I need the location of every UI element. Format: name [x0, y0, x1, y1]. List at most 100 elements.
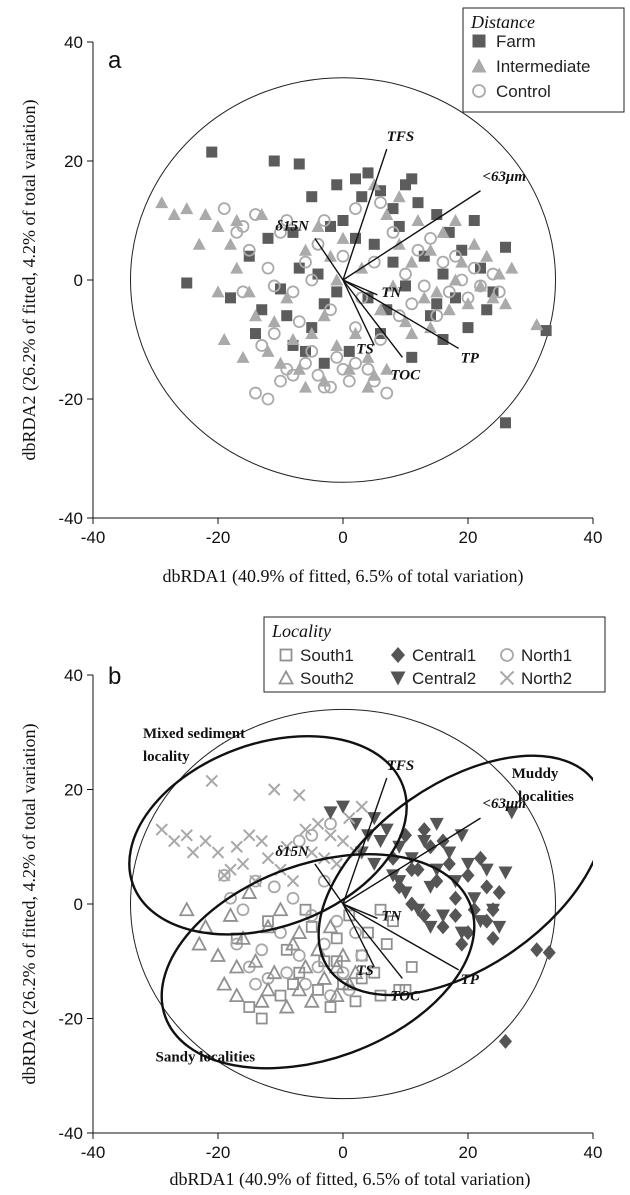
point-control	[249, 208, 262, 221]
y-tick-label: 40	[64, 33, 83, 52]
vector-63m-line	[342, 190, 481, 281]
point-north1	[311, 960, 325, 974]
y-tick-label: -20	[58, 390, 83, 409]
point-north2	[299, 823, 312, 836]
point-control	[324, 380, 337, 394]
point-control	[336, 249, 350, 263]
vector-label: TOC	[390, 367, 421, 383]
point-intermediate	[192, 237, 206, 250]
vector-TN-line	[342, 903, 378, 919]
point-intermediate	[230, 214, 244, 226]
point-farm	[318, 298, 330, 310]
point-central1	[486, 930, 500, 946]
point-control	[380, 386, 394, 400]
point-central2	[323, 806, 338, 820]
point-south1	[255, 1012, 268, 1025]
point-central1	[461, 867, 475, 883]
point-intermediate	[305, 327, 319, 340]
point-intermediate	[424, 243, 437, 256]
point-farm	[350, 232, 361, 244]
vector-15N-line	[314, 863, 344, 905]
point-central2	[442, 846, 457, 860]
point-south1	[405, 961, 418, 973]
point-control	[367, 255, 381, 269]
point-south1	[262, 915, 274, 928]
point-control	[474, 279, 487, 293]
point-intermediate	[286, 333, 300, 345]
point-central2	[373, 835, 388, 849]
point-intermediate	[436, 225, 450, 238]
legend-title: Locality	[271, 621, 331, 641]
point-control	[492, 285, 506, 299]
series-south2	[178, 884, 364, 1014]
point-control	[374, 333, 387, 346]
point-central2	[486, 903, 500, 917]
point-central1	[449, 890, 462, 906]
point-control	[442, 285, 456, 299]
x-axis-label: dbRDA1 (40.9% of fitted, 6.5% of total v…	[170, 1169, 531, 1190]
point-north2	[243, 829, 256, 842]
point-control	[267, 279, 281, 293]
point-north2	[336, 834, 350, 848]
legend-marker	[471, 58, 487, 73]
point-farm	[418, 250, 430, 262]
point-control	[236, 220, 250, 233]
point-north1	[217, 868, 231, 882]
point-south2	[272, 901, 289, 917]
point-south1	[305, 921, 318, 933]
legend-box	[263, 616, 606, 693]
point-south2	[247, 952, 264, 968]
point-control	[405, 297, 419, 311]
point-farm	[368, 238, 380, 250]
point-control	[255, 339, 269, 352]
series-control	[217, 196, 506, 406]
point-north2	[261, 851, 275, 865]
legend-marker	[472, 34, 486, 48]
point-central1	[455, 936, 469, 952]
region-label: Sandy localities	[156, 1049, 256, 1065]
x-tick-label: 20	[459, 528, 478, 547]
point-intermediate	[474, 279, 487, 292]
legend-box	[462, 7, 625, 113]
point-intermediate	[267, 315, 281, 328]
point-intermediate	[249, 309, 262, 322]
point-intermediate	[505, 261, 519, 274]
point-central2	[479, 863, 494, 877]
point-north2	[305, 846, 318, 859]
point-central2	[367, 857, 382, 871]
point-central2	[429, 817, 444, 831]
point-intermediate	[311, 219, 325, 232]
point-central1	[492, 885, 506, 901]
legend-item-label: North2	[521, 669, 572, 688]
point-control	[342, 374, 356, 388]
vector-label: <63μm	[483, 796, 527, 812]
point-intermediate	[361, 380, 375, 393]
point-farm	[500, 241, 511, 253]
point-central1	[542, 945, 556, 961]
point-intermediate	[224, 237, 237, 250]
x-axis-label: dbRDA1 (40.9% of fitted, 6.5% of total v…	[163, 566, 524, 587]
point-north1	[305, 828, 319, 842]
point-control	[349, 202, 362, 216]
point-north1	[355, 949, 369, 962]
point-central2	[454, 926, 469, 940]
point-intermediate	[217, 333, 231, 345]
point-intermediate	[405, 327, 419, 340]
legend: Distance Farm Intermediate Control	[462, 7, 625, 113]
point-farm	[337, 215, 349, 226]
point-central1	[442, 856, 456, 872]
point-intermediate	[411, 214, 425, 226]
point-north1	[249, 874, 262, 888]
point-control	[386, 225, 400, 239]
y-axis-label: dbRDA2 (26.2% of fitted, 4.2% of total v…	[19, 100, 40, 461]
correlation-circle	[130, 708, 556, 1100]
point-south2	[259, 981, 277, 997]
legend-item-label: Central1	[412, 646, 476, 665]
point-intermediate	[230, 261, 244, 274]
point-intermediate	[330, 273, 344, 286]
point-control	[411, 243, 425, 257]
vector-TFS-line	[342, 148, 388, 281]
point-central2	[379, 823, 394, 837]
point-south2	[197, 918, 214, 934]
point-south2	[259, 918, 277, 934]
